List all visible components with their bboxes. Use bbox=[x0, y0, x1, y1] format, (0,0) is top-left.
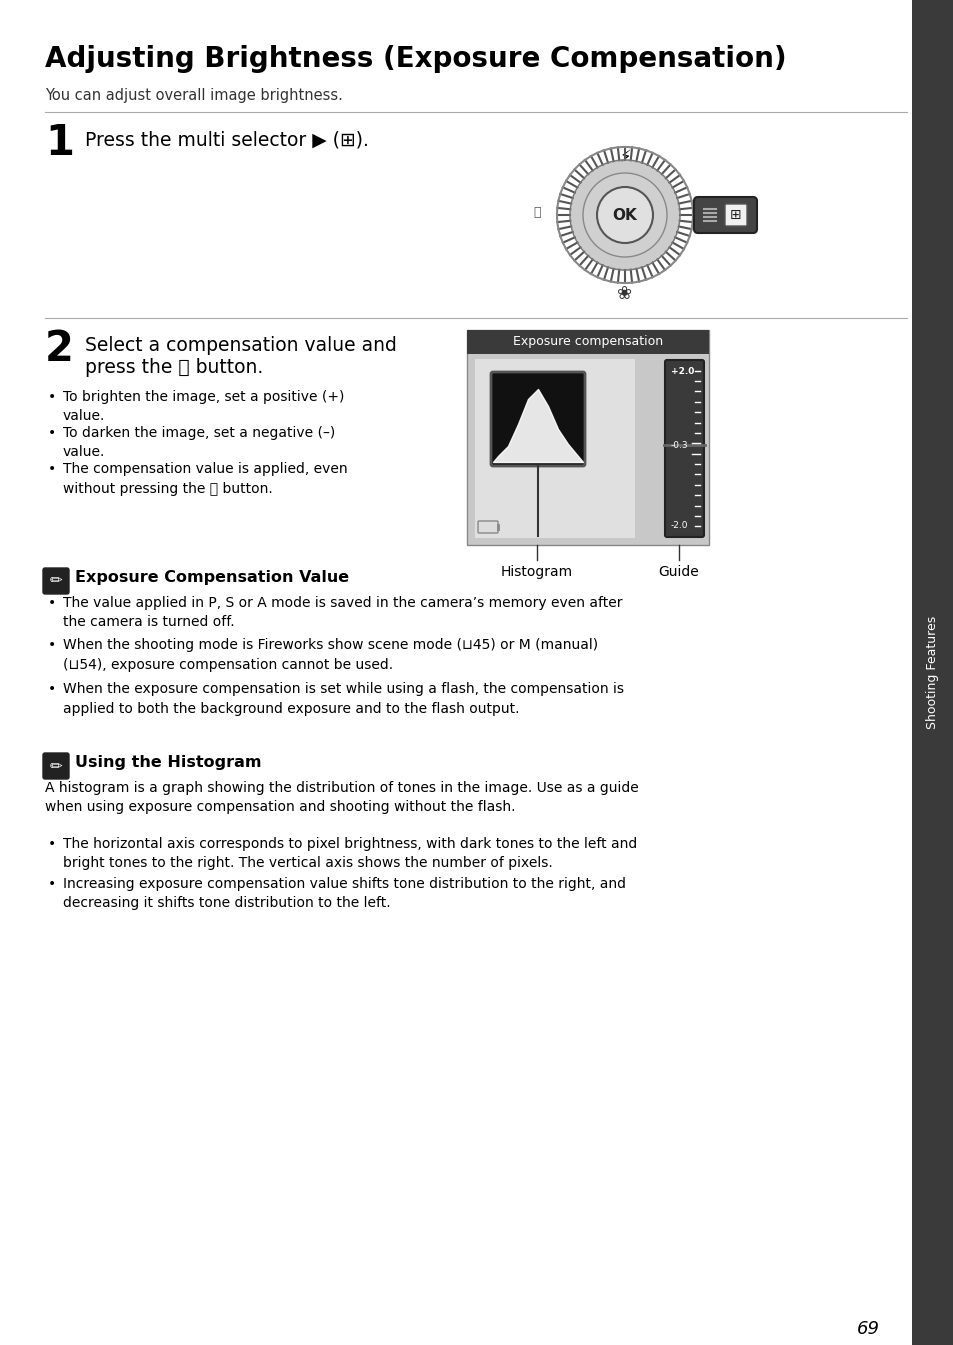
Text: ✏: ✏ bbox=[50, 759, 62, 773]
Text: -0.3: -0.3 bbox=[670, 441, 688, 449]
Text: -2.0: -2.0 bbox=[670, 521, 688, 530]
Text: The horizontal axis corresponds to pixel brightness, with dark tones to the left: The horizontal axis corresponds to pixel… bbox=[63, 837, 637, 870]
FancyBboxPatch shape bbox=[477, 521, 497, 533]
Text: •: • bbox=[48, 390, 56, 403]
Text: Histogram: Histogram bbox=[500, 565, 573, 578]
FancyBboxPatch shape bbox=[693, 196, 757, 233]
Text: The value applied in P, S or A mode is saved in the camera’s memory even after
t: The value applied in P, S or A mode is s… bbox=[63, 596, 622, 629]
Text: ⊞: ⊞ bbox=[729, 208, 741, 222]
Text: Exposure compensation: Exposure compensation bbox=[513, 335, 662, 348]
FancyBboxPatch shape bbox=[491, 373, 584, 465]
Text: 2: 2 bbox=[45, 328, 73, 370]
Text: You can adjust overall image brightness.: You can adjust overall image brightness. bbox=[45, 87, 342, 104]
FancyBboxPatch shape bbox=[724, 204, 746, 226]
Text: •: • bbox=[48, 426, 56, 440]
FancyBboxPatch shape bbox=[43, 753, 69, 779]
Bar bbox=[467, 330, 708, 545]
Text: •: • bbox=[48, 682, 56, 695]
Text: 69: 69 bbox=[856, 1319, 879, 1338]
Text: •: • bbox=[48, 461, 56, 476]
Text: •: • bbox=[48, 837, 56, 851]
Text: When the shooting mode is Fireworks show scene mode (⊔45) or M (manual)
(⊔54), e: When the shooting mode is Fireworks show… bbox=[63, 638, 598, 671]
Text: •: • bbox=[48, 596, 56, 611]
Text: Shooting Features: Shooting Features bbox=[925, 616, 939, 729]
Text: ✏: ✏ bbox=[50, 573, 62, 589]
Text: Exposure Compensation Value: Exposure Compensation Value bbox=[75, 570, 349, 585]
Circle shape bbox=[569, 160, 679, 270]
Text: 1: 1 bbox=[45, 122, 74, 164]
Text: Using the Histogram: Using the Histogram bbox=[75, 755, 261, 769]
Text: ⚡: ⚡ bbox=[618, 148, 630, 165]
Text: The compensation value is applied, even
without pressing the ⒪ button.: The compensation value is applied, even … bbox=[63, 461, 347, 495]
Circle shape bbox=[582, 174, 666, 257]
Text: When the exposure compensation is set while using a flash, the compensation is
a: When the exposure compensation is set wh… bbox=[63, 682, 623, 716]
Text: Press the multi selector ▶ (⊞).: Press the multi selector ▶ (⊞). bbox=[85, 130, 369, 149]
Text: To darken the image, set a negative (–)
value.: To darken the image, set a negative (–) … bbox=[63, 426, 335, 460]
Text: Increasing exposure compensation value shifts tone distribution to the right, an: Increasing exposure compensation value s… bbox=[63, 877, 625, 911]
Text: Adjusting Brightness (Exposure Compensation): Adjusting Brightness (Exposure Compensat… bbox=[45, 44, 786, 73]
Bar bbox=[475, 359, 635, 538]
Bar bbox=[467, 330, 708, 354]
FancyBboxPatch shape bbox=[664, 360, 703, 537]
Text: •: • bbox=[48, 877, 56, 890]
Text: ❀: ❀ bbox=[617, 285, 632, 303]
Text: A histogram is a graph showing the distribution of tones in the image. Use as a : A histogram is a graph showing the distr… bbox=[45, 781, 639, 815]
Text: OK: OK bbox=[612, 207, 637, 222]
Text: •: • bbox=[48, 638, 56, 652]
Circle shape bbox=[597, 187, 652, 243]
Text: Guide: Guide bbox=[658, 565, 699, 578]
Text: Select a compensation value and: Select a compensation value and bbox=[85, 336, 396, 355]
FancyBboxPatch shape bbox=[43, 568, 69, 594]
Text: ⏲: ⏲ bbox=[533, 207, 540, 219]
Text: press the ⒪ button.: press the ⒪ button. bbox=[85, 358, 263, 377]
Text: To brighten the image, set a positive (+)
value.: To brighten the image, set a positive (+… bbox=[63, 390, 344, 424]
Bar bbox=[911, 0, 953, 1345]
Text: +2.0: +2.0 bbox=[670, 367, 694, 377]
